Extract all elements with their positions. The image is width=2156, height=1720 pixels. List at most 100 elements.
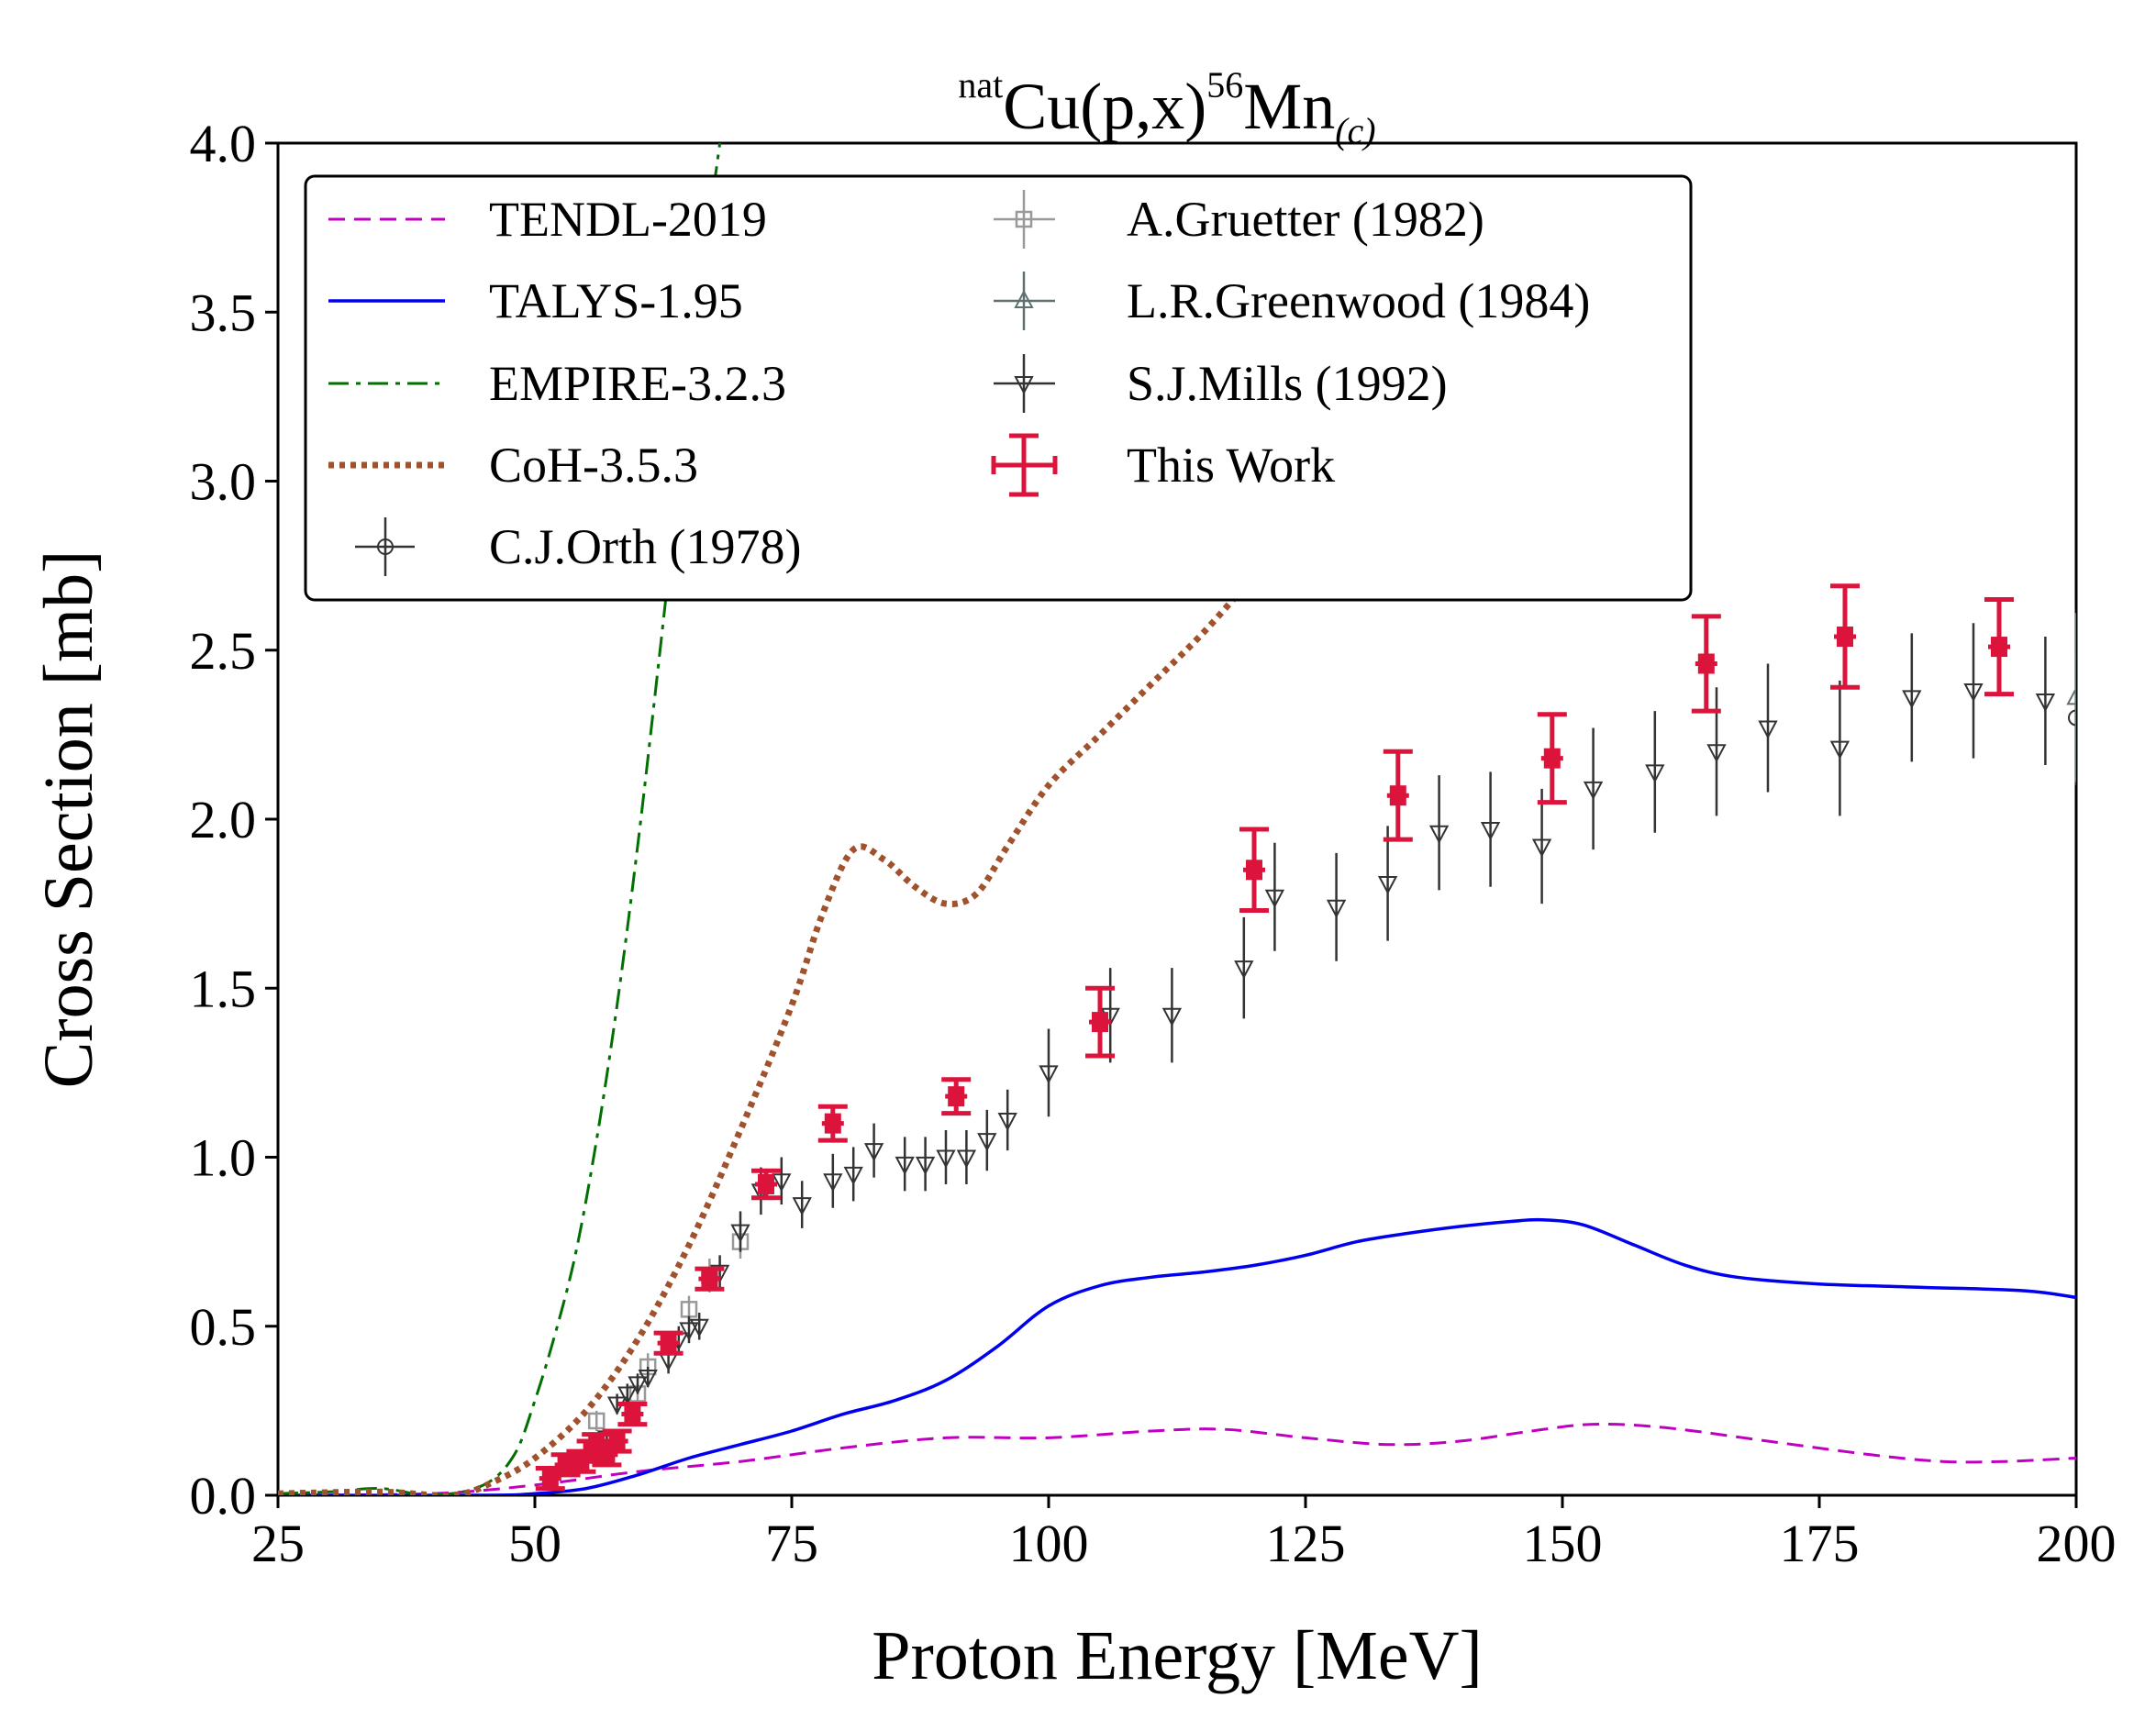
data-point xyxy=(660,1333,677,1354)
data-point xyxy=(1264,889,1285,908)
chart-title: natCu(p,x)56Mn(c) xyxy=(958,64,1375,151)
data-point xyxy=(997,1112,1017,1132)
data-point xyxy=(824,1113,841,1134)
legend-item-talys-1-95: TALYS-1.95 xyxy=(328,273,743,328)
data-point xyxy=(1161,1007,1183,1026)
legend-item-l-r-greenwood-1984: L.R.Greenwood (1984) xyxy=(994,272,1590,330)
legend-item-s-j-mills-1992: S.J.Mills (1992) xyxy=(994,354,1448,413)
data-point xyxy=(587,1412,606,1430)
data-point xyxy=(1389,785,1406,806)
x-tick-label: 200 xyxy=(2037,1514,2117,1573)
legend-item-a-gruetter-1982: A.Gruetter (1982) xyxy=(994,190,1484,249)
legend-item-this-work: This Work xyxy=(991,433,1335,497)
series-a-gruetter-1982 xyxy=(587,1225,750,1431)
data-point xyxy=(1039,1065,1059,1084)
y-tick-label: 4.0 xyxy=(190,114,257,173)
data-point xyxy=(1326,899,1347,918)
data-point xyxy=(689,1318,709,1337)
x-tick-label: 150 xyxy=(1523,1514,1603,1573)
data-point xyxy=(915,1156,936,1176)
data-point xyxy=(608,1431,626,1452)
legend-marker xyxy=(377,538,394,555)
series-c-j-orth-1978 xyxy=(2068,649,2076,786)
data-point xyxy=(1645,764,1665,783)
data-point xyxy=(2068,709,2076,727)
legend-item-coh-3-5-3: CoH-3.5.3 xyxy=(328,438,698,493)
data-point xyxy=(863,1143,884,1162)
y-tick-label: 2.0 xyxy=(190,790,257,849)
legend-item-tendl-2019: TENDL-2019 xyxy=(328,192,767,247)
data-point xyxy=(772,1173,792,1193)
data-point xyxy=(758,1173,774,1194)
data-point xyxy=(1837,627,1853,648)
data-point xyxy=(617,1386,638,1405)
data-point xyxy=(1531,838,1552,858)
series-s-j-mills-1992 xyxy=(596,623,2056,1449)
x-tick-label: 50 xyxy=(508,1514,561,1573)
axis-ticks: 25 50 75 100 125 150 175 200 0.0 0.5 1.0 1.5 2.0 2.5 3… xyxy=(190,114,2117,1573)
experimental-points xyxy=(535,583,2076,1492)
series-this-work xyxy=(535,583,2014,1492)
data-point xyxy=(1543,748,1561,769)
y-tick-label: 3.0 xyxy=(190,452,257,512)
data-point xyxy=(956,1149,977,1169)
legend-box xyxy=(304,174,1693,602)
x-tick-label: 125 xyxy=(1266,1514,1346,1573)
data-point xyxy=(977,1133,997,1152)
data-point xyxy=(1758,720,1778,739)
data-point xyxy=(628,1376,648,1395)
data-point xyxy=(1697,653,1715,674)
data-point xyxy=(1246,860,1262,881)
data-point xyxy=(1480,822,1501,841)
x-tick-label: 100 xyxy=(1009,1514,1089,1573)
data-point xyxy=(730,1224,750,1243)
y-tick-label: 1.5 xyxy=(190,959,257,1018)
legend-marker xyxy=(1014,289,1034,308)
data-point xyxy=(1377,876,1398,895)
legend-item-empire-3-2-3: EMPIRE-3.2.3 xyxy=(328,356,786,411)
y-tick-label: 0.5 xyxy=(190,1297,257,1357)
x-tick-label: 25 xyxy=(251,1514,305,1573)
series-l-r-greenwood-1984 xyxy=(2066,613,2076,782)
data-point xyxy=(948,1086,965,1107)
data-point xyxy=(1902,690,1922,709)
y-tick-label: 0.0 xyxy=(190,1466,257,1526)
data-point xyxy=(679,1322,699,1341)
data-point xyxy=(624,1404,641,1425)
data-point xyxy=(843,1166,863,1186)
legend-item-c-j-orth-1978: C.J.Orth (1978) xyxy=(355,517,801,576)
data-point xyxy=(701,1269,718,1290)
curve-talys-1-95 xyxy=(278,1217,2076,1495)
legend-label: TENDL-2019 xyxy=(489,192,767,247)
data-point xyxy=(1963,682,1984,703)
data-point xyxy=(1829,740,1850,760)
data-point xyxy=(936,1149,956,1169)
legend-label: TALYS-1.95 xyxy=(489,273,743,328)
x-tick-label: 175 xyxy=(1780,1514,1860,1573)
data-point xyxy=(2035,694,2056,713)
legend-marker xyxy=(1014,376,1034,395)
y-tick-label: 1.0 xyxy=(190,1128,257,1188)
curve-tendl-2019 xyxy=(278,1422,2076,1495)
legend-marker xyxy=(1015,210,1033,228)
data-point xyxy=(1991,637,2007,658)
data-point xyxy=(638,1370,658,1389)
legend-label: C.J.Orth (1978) xyxy=(489,519,801,574)
data-point xyxy=(792,1197,812,1216)
legend: TENDL-2019 TALYS-1.95 EMPIRE-3.2.3 CoH-3.5.… xyxy=(304,174,1693,602)
y-tick-label: 3.5 xyxy=(190,283,257,342)
data-point xyxy=(1428,825,1450,844)
legend-label: L.R.Greenwood (1984) xyxy=(1127,273,1590,328)
x-tick-label: 75 xyxy=(765,1514,818,1573)
data-point xyxy=(2066,686,2076,705)
y-tick-label: 2.5 xyxy=(190,621,257,681)
data-point xyxy=(895,1156,915,1176)
legend-label: CoH-3.5.3 xyxy=(489,438,698,493)
data-point xyxy=(1706,744,1727,763)
data-point xyxy=(541,1468,559,1489)
data-point xyxy=(823,1173,843,1193)
data-point xyxy=(1583,781,1604,800)
x-axis-label: Proton Energy [MeV] xyxy=(872,1617,1483,1694)
data-point xyxy=(1234,960,1254,980)
